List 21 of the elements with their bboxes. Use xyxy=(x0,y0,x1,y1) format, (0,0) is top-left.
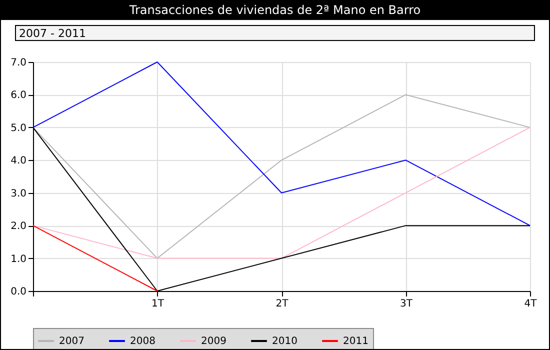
chart-subtitle: 2007 - 2011 xyxy=(15,25,535,41)
y-tick-label: 6.0 xyxy=(10,90,26,102)
x-tick-label: 2T xyxy=(276,298,290,310)
line-series xyxy=(32,126,530,259)
y-tick-label: 3.0 xyxy=(10,188,26,200)
line-series xyxy=(32,94,530,259)
legend-label: 2010 xyxy=(272,336,298,347)
legend-label: 2008 xyxy=(130,336,156,347)
chart-title: Transacciones de viviendas de 2ª Mano en Barro xyxy=(1,1,549,20)
legend-label: 2011 xyxy=(343,336,368,347)
y-tick-label: 7.0 xyxy=(10,58,26,68)
legend-label: 2009 xyxy=(201,336,226,347)
y-tick-label: 5.0 xyxy=(10,122,26,134)
x-tick-label: 4T xyxy=(524,298,538,310)
y-tick-label: 2.0 xyxy=(10,221,26,232)
legend-label: 2007 xyxy=(59,336,84,347)
y-tick-label: 4.0 xyxy=(10,156,26,167)
y-tick-label: 1.0 xyxy=(10,254,26,265)
x-tick-label: 1T xyxy=(152,298,165,310)
y-tick-label: 0.0 xyxy=(10,286,26,298)
x-tick-label: 3T xyxy=(400,298,414,310)
